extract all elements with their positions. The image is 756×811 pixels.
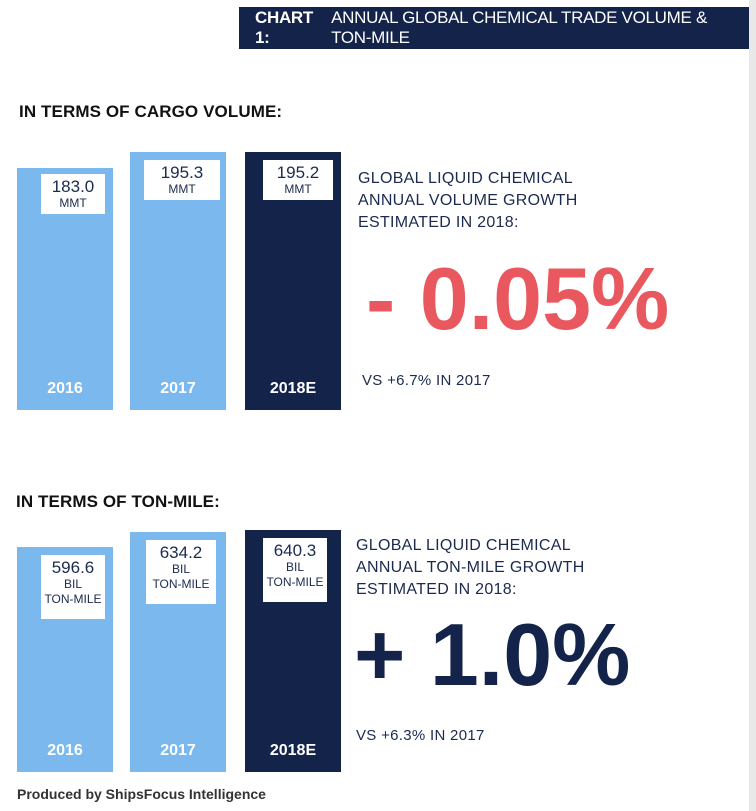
value-text: 634.2 (159, 543, 203, 562)
volume-description: GLOBAL LIQUID CHEMICAL ANNUAL VOLUME GRO… (358, 168, 578, 234)
tonmile-description-line: ANNUAL TON-MILE GROWTH (356, 559, 585, 576)
bar-2016: 183.0 MMT 2016 (17, 168, 113, 410)
unit-text: BIL (171, 562, 190, 576)
year-label: 2018E (269, 380, 317, 397)
unit-text: TON-MILE (266, 575, 324, 589)
volume-description-line: ESTIMATED IN 2018: (358, 214, 519, 231)
bar-2018e: 195.2 MMT 2018E (245, 152, 341, 410)
unit-text: TON-MILE (44, 592, 102, 606)
bar-2016: 596.6 BIL TON-MILE 2016 (17, 547, 113, 772)
bar-2017: 195.3 MMT 2017 (130, 152, 226, 410)
value-text: 183.0 (51, 177, 95, 196)
footer-credit: Produced by ShipsFocus Intelligence (17, 786, 266, 802)
unit-text: MMT (59, 196, 87, 210)
bar-2018e: 640.3 BIL TON-MILE 2018E (245, 530, 341, 772)
tonmile-description-line: GLOBAL LIQUID CHEMICAL (356, 537, 571, 554)
year-label: 2018E (269, 742, 317, 759)
value-text: 195.2 (276, 163, 320, 182)
value-label: 195.3 MMT (144, 160, 220, 200)
value-label: 634.2 BIL TON-MILE (146, 540, 216, 604)
value-label: 596.6 BIL TON-MILE (41, 555, 105, 619)
tonmile-comparison: VS +6.3% IN 2017 (356, 727, 485, 744)
tonmile-growth-value: + 1.0% (354, 605, 631, 704)
chart-title: ANNUAL GLOBAL CHEMICAL TRADE VOLUME & TO… (331, 8, 708, 47)
year-label: 2017 (160, 380, 196, 397)
volume-description-line: ANNUAL VOLUME GROWTH (358, 192, 578, 209)
year-label: 2016 (47, 742, 83, 759)
year-label: 2016 (47, 380, 83, 397)
unit-text: BIL (63, 577, 82, 591)
value-label: 183.0 MMT (41, 174, 105, 214)
unit-text: MMT (284, 182, 312, 196)
unit-text: TON-MILE (152, 577, 210, 591)
unit-text: BIL (285, 560, 304, 574)
tonmile-section-title: IN TERMS OF TON-MILE: (16, 492, 220, 511)
volume-comparison: VS +6.7% IN 2017 (362, 372, 491, 389)
volume-description-line: GLOBAL LIQUID CHEMICAL (358, 170, 573, 187)
value-text: 596.6 (51, 558, 95, 577)
bar-2017: 634.2 BIL TON-MILE 2017 (130, 532, 226, 772)
chart-header: CHART 1: ANNUAL GLOBAL CHEMICAL TRADE VO… (239, 7, 749, 49)
chart-number: CHART 1: (255, 8, 313, 47)
tonmile-description: GLOBAL LIQUID CHEMICAL ANNUAL TON-MILE G… (356, 535, 585, 601)
value-label: 640.3 BIL TON-MILE (263, 538, 327, 602)
volume-growth-value: - 0.05% (366, 249, 670, 348)
unit-text: MMT (168, 182, 196, 196)
year-label: 2017 (160, 742, 196, 759)
value-text: 640.3 (273, 541, 317, 560)
volume-section-title: IN TERMS OF CARGO VOLUME: (19, 102, 283, 121)
right-edge-rule (749, 0, 756, 811)
value-text: 195.3 (160, 163, 204, 182)
value-label: 195.2 MMT (263, 160, 333, 200)
tonmile-description-line: ESTIMATED IN 2018: (356, 581, 517, 598)
